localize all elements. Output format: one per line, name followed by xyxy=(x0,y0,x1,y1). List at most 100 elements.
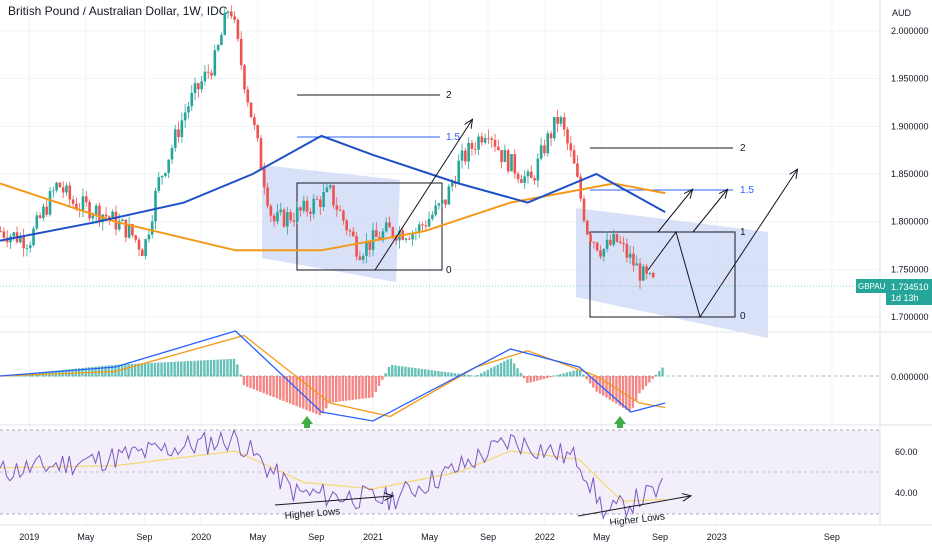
macd-histogram-bar xyxy=(407,367,410,377)
candle xyxy=(444,199,447,209)
candle xyxy=(187,101,190,119)
macd-histogram-bar xyxy=(493,366,496,377)
candle xyxy=(190,85,194,111)
candle xyxy=(365,233,368,264)
rsi-40-label: 40.00 xyxy=(895,488,918,498)
macd-histogram-bar xyxy=(183,361,186,377)
candle xyxy=(246,86,250,107)
macd-histogram-bar xyxy=(519,372,523,377)
candle xyxy=(272,213,276,227)
candle xyxy=(635,255,639,266)
projection-arrow-small-1 xyxy=(657,190,692,233)
candle xyxy=(642,264,645,282)
candle xyxy=(480,132,484,146)
fib-right-1-label: 1 xyxy=(740,227,746,238)
candle xyxy=(45,198,49,217)
macd-histogram-bar xyxy=(104,365,107,377)
macd-histogram-bar xyxy=(526,376,529,383)
candle xyxy=(236,18,240,42)
time-tick-label: 2023 xyxy=(707,532,727,542)
macd-histogram-bar xyxy=(120,364,124,377)
candle xyxy=(533,175,536,185)
candle xyxy=(503,144,507,163)
candle xyxy=(58,182,62,188)
rsi-indicator xyxy=(0,428,666,520)
macd-histogram-bar xyxy=(206,360,209,377)
candle xyxy=(12,231,16,241)
macd-histogram-bar xyxy=(348,376,351,401)
macd-histogram-bar xyxy=(176,361,180,377)
macd-histogram-bar xyxy=(311,376,315,413)
candle xyxy=(338,205,342,212)
macd-histogram-bar xyxy=(602,376,605,396)
macd-histogram-bar xyxy=(621,376,625,408)
candle xyxy=(477,133,480,156)
macd-histogram-bar xyxy=(539,376,542,380)
candle xyxy=(111,209,114,219)
macd-histogram-bar xyxy=(443,371,447,377)
macd-histogram-bar xyxy=(344,376,348,401)
candle xyxy=(68,181,72,207)
price-scale[interactable]: AUD 2.000000 1.950000 1.900000 1.850000 1.80… xyxy=(856,0,932,525)
ma-orange-line xyxy=(0,182,666,252)
macd-histogram-bar xyxy=(189,360,193,377)
candle xyxy=(625,238,629,263)
time-tick-label: Sep xyxy=(824,532,840,542)
candle xyxy=(193,77,197,101)
candle xyxy=(71,195,75,207)
candle xyxy=(335,197,339,217)
candle xyxy=(164,172,167,178)
candle xyxy=(42,203,45,221)
green-arrow-right xyxy=(614,416,626,428)
macd-histogram-bar xyxy=(173,361,176,377)
price-tick-label: 2.000000 xyxy=(891,26,929,36)
macd-histogram-bar xyxy=(308,376,312,412)
ma-blue-line xyxy=(0,134,666,242)
macd-histogram-bar xyxy=(140,363,143,377)
macd-histogram-bar xyxy=(578,370,582,377)
candle xyxy=(622,236,625,252)
candle xyxy=(309,208,312,222)
higher-lows-label-left: Higher Lows xyxy=(284,506,340,522)
candle xyxy=(404,237,408,243)
candle xyxy=(467,137,470,170)
macd-histogram-bar xyxy=(565,372,569,377)
candle xyxy=(276,203,279,225)
time-tick-label: 2019 xyxy=(19,532,39,542)
candle xyxy=(566,126,569,151)
macd-histogram-bar xyxy=(157,362,160,377)
candle xyxy=(137,237,141,257)
macd-histogram-bar xyxy=(513,363,516,377)
candle xyxy=(266,182,269,209)
candle xyxy=(282,207,286,228)
candle xyxy=(464,147,467,165)
macd-histogram-bar xyxy=(288,376,292,404)
time-axis[interactable]: 2019 May Sep 2020 May Sep 2021 May Sep 2022 May Sep… xyxy=(19,532,840,542)
candle xyxy=(9,233,12,249)
candle xyxy=(526,168,530,184)
macd-histogram-bar xyxy=(648,376,651,383)
macd-histogram-bar xyxy=(275,376,279,399)
candle xyxy=(473,142,477,155)
candle xyxy=(0,226,2,233)
macd-histogram-bar xyxy=(572,370,575,377)
candle xyxy=(342,209,345,225)
last-price-label: 1.734510 xyxy=(891,282,929,292)
macd-histogram-bar xyxy=(503,361,506,377)
rsi-ma-line xyxy=(0,450,666,503)
candle xyxy=(375,222,378,238)
candle xyxy=(319,196,322,215)
candle xyxy=(470,139,474,156)
candle xyxy=(22,228,25,257)
candle xyxy=(332,184,335,209)
candle xyxy=(226,10,230,19)
macd-histogram-bar xyxy=(634,376,638,401)
macd-histogram-bar xyxy=(483,371,486,377)
candle xyxy=(609,234,612,247)
candle xyxy=(98,202,101,228)
candle xyxy=(618,236,622,245)
countdown-label: 1d 13h xyxy=(891,293,919,303)
macd-histogram-bar xyxy=(91,366,94,377)
candle xyxy=(487,129,490,144)
